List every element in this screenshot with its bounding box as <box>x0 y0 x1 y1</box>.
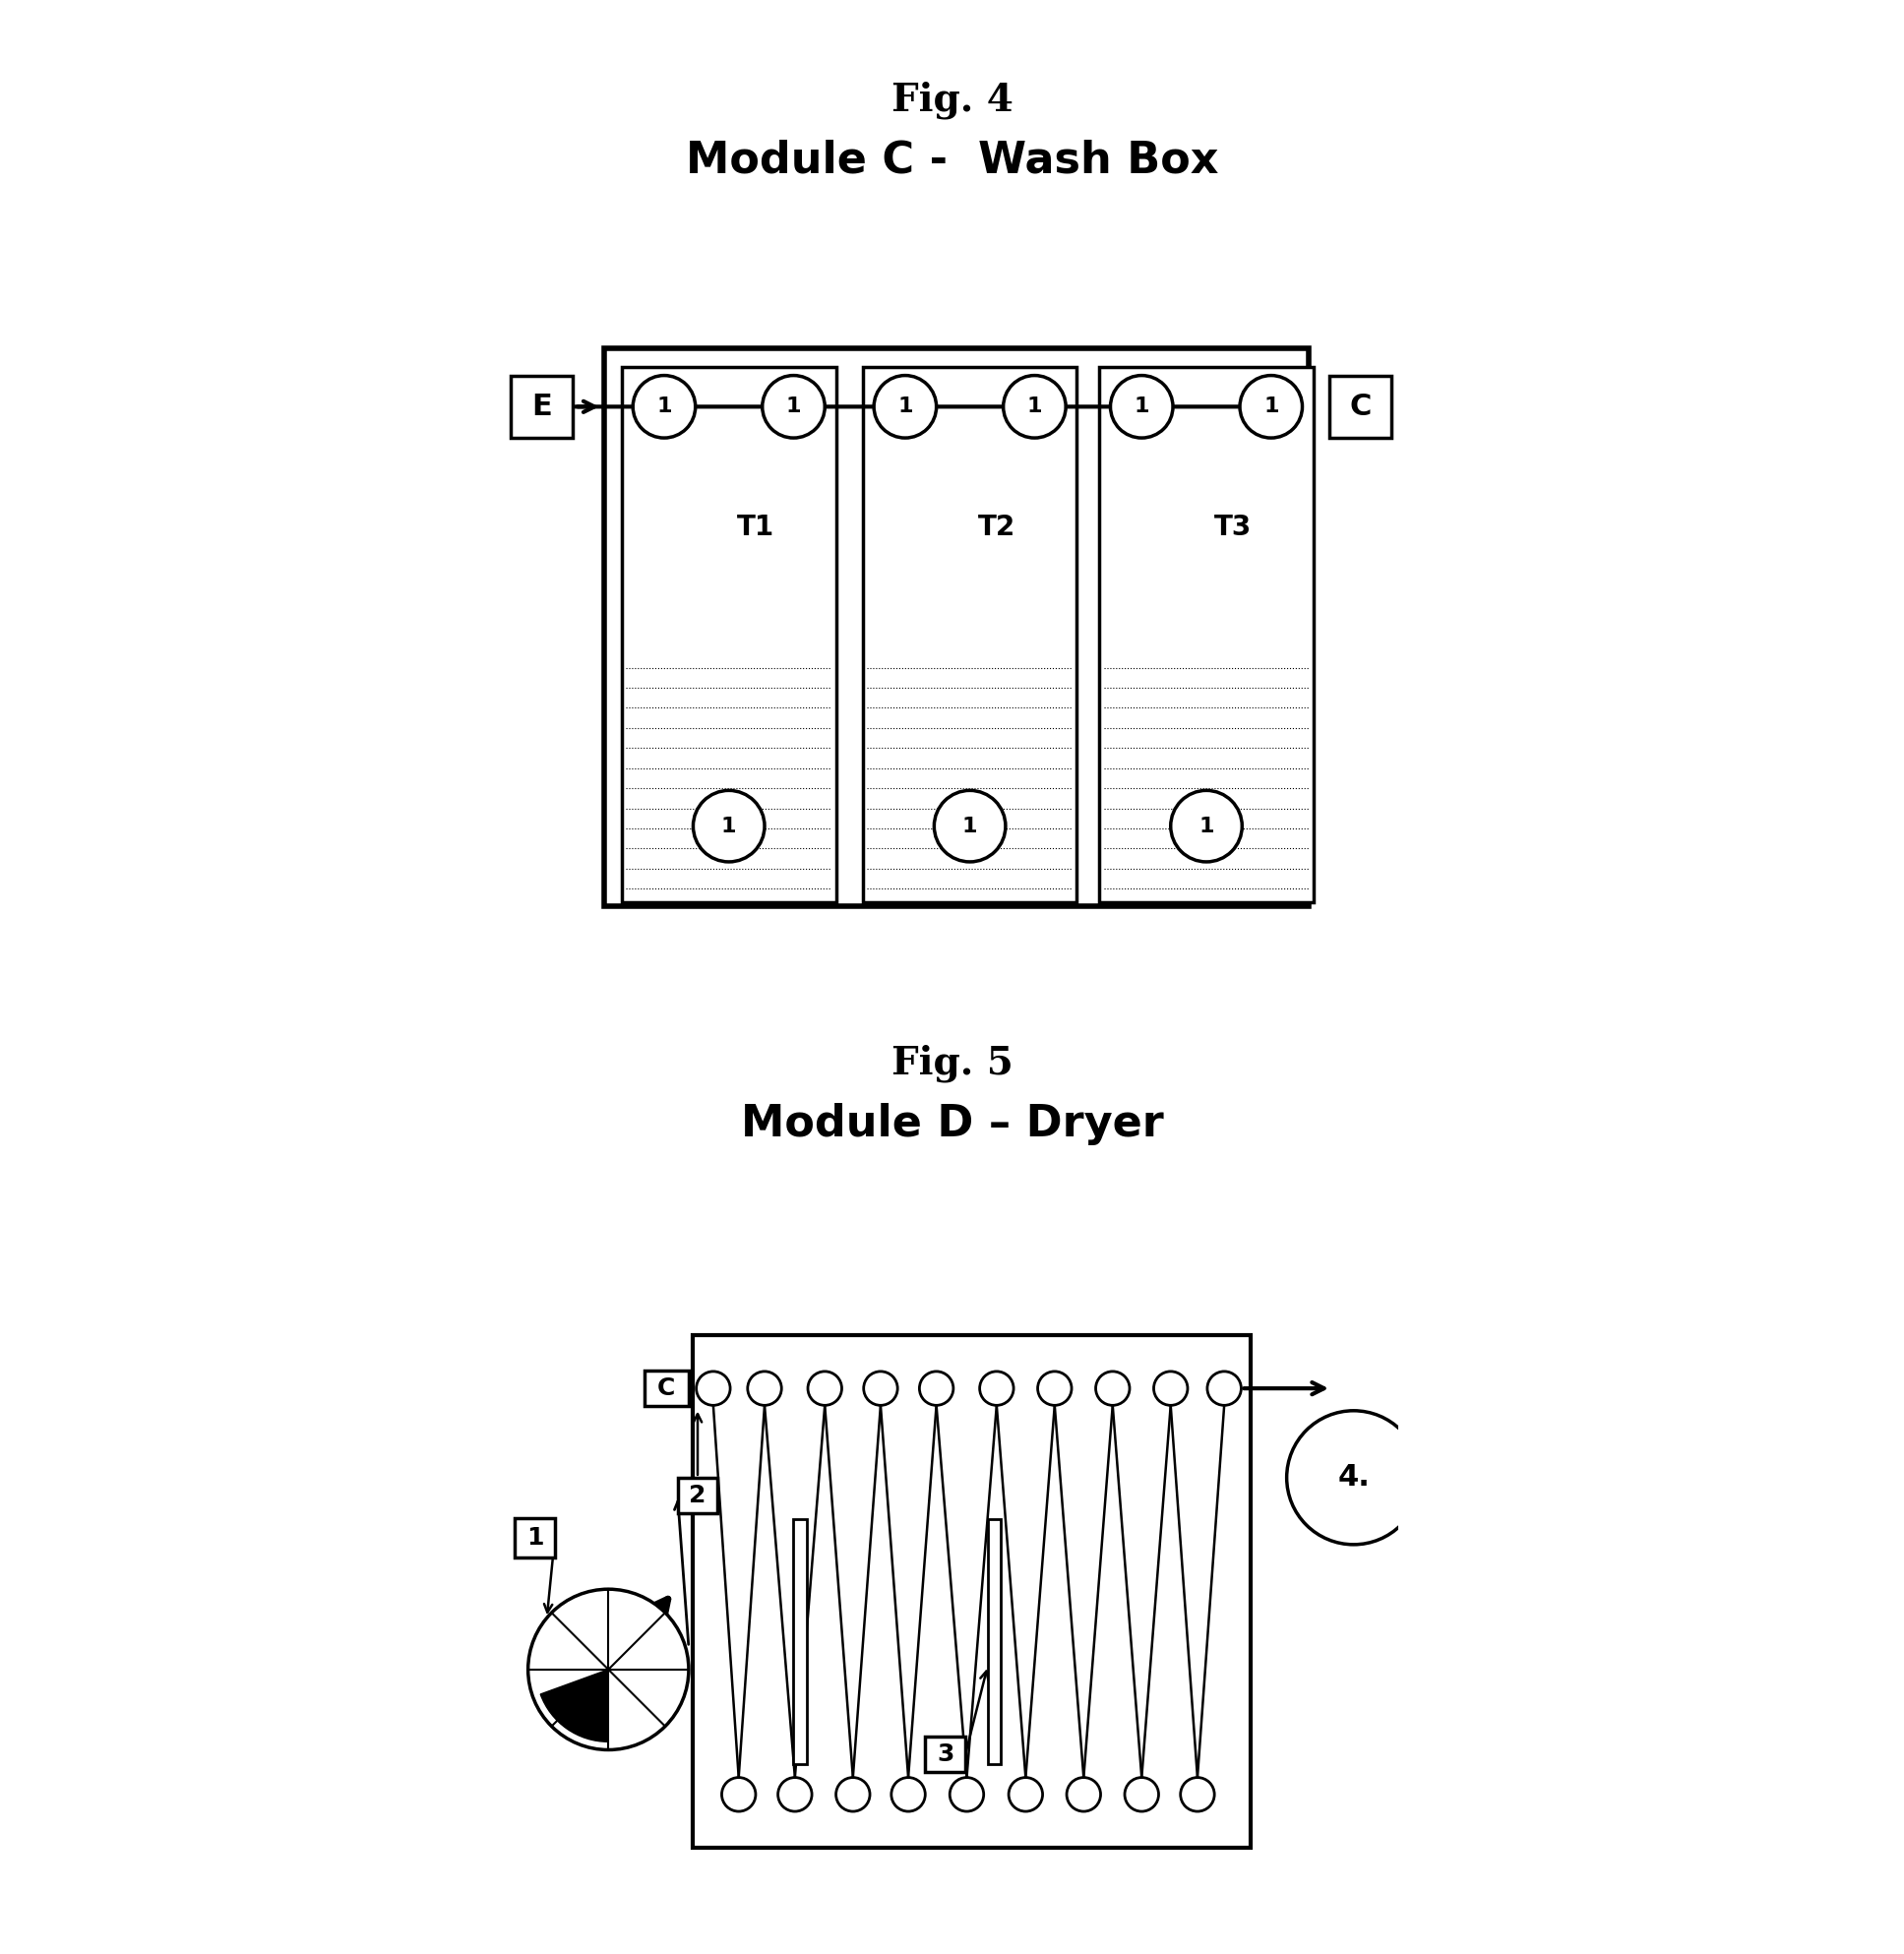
Circle shape <box>527 1589 689 1751</box>
Bar <box>510 375 573 438</box>
Bar <box>1099 367 1314 903</box>
Circle shape <box>722 1778 756 1811</box>
Text: 4.: 4. <box>1337 1464 1369 1493</box>
Text: 1: 1 <box>1200 817 1215 836</box>
Circle shape <box>748 1372 781 1405</box>
Text: T3: T3 <box>1215 514 1253 541</box>
Circle shape <box>920 1372 954 1405</box>
Text: 1: 1 <box>1135 397 1150 416</box>
Bar <box>623 367 836 903</box>
Text: 1: 1 <box>897 397 912 416</box>
Bar <box>678 1477 718 1512</box>
Circle shape <box>632 375 695 438</box>
Text: 3: 3 <box>937 1743 954 1766</box>
Bar <box>988 1518 1002 1764</box>
Circle shape <box>1038 1372 1072 1405</box>
Bar <box>925 1737 965 1772</box>
Circle shape <box>891 1778 925 1811</box>
Circle shape <box>697 1372 731 1405</box>
Circle shape <box>1066 1778 1101 1811</box>
Text: Fig. 5: Fig. 5 <box>891 1045 1013 1083</box>
Text: Module D – Dryer: Module D – Dryer <box>741 1102 1163 1145</box>
Circle shape <box>864 1372 897 1405</box>
Circle shape <box>1095 1372 1129 1405</box>
Circle shape <box>981 1372 1013 1405</box>
Bar <box>644 1370 689 1407</box>
Circle shape <box>779 1778 811 1811</box>
Circle shape <box>1171 791 1241 862</box>
Text: Fig. 4: Fig. 4 <box>891 80 1013 119</box>
Circle shape <box>1287 1411 1420 1544</box>
Circle shape <box>1009 1778 1043 1811</box>
Bar <box>514 1518 554 1557</box>
Circle shape <box>1154 1372 1188 1405</box>
Circle shape <box>950 1778 984 1811</box>
Text: 1: 1 <box>722 817 737 836</box>
Text: 1: 1 <box>1026 397 1041 416</box>
Text: Module C -  Wash Box: Module C - Wash Box <box>685 139 1219 182</box>
Text: 1: 1 <box>657 397 672 416</box>
Text: C: C <box>1350 393 1371 420</box>
Circle shape <box>807 1372 842 1405</box>
Bar <box>1329 375 1392 438</box>
Text: 1: 1 <box>526 1526 543 1550</box>
Text: T2: T2 <box>979 514 1015 541</box>
Circle shape <box>762 375 824 438</box>
Bar <box>693 1335 1251 1848</box>
Circle shape <box>1180 1778 1215 1811</box>
Circle shape <box>693 791 765 862</box>
Text: 1: 1 <box>786 397 802 416</box>
Bar <box>604 348 1310 907</box>
Circle shape <box>1110 375 1173 438</box>
Text: 1: 1 <box>962 817 977 836</box>
Circle shape <box>1003 375 1066 438</box>
Circle shape <box>1125 1778 1160 1811</box>
Circle shape <box>836 1778 870 1811</box>
Text: 2: 2 <box>689 1483 706 1507</box>
Text: T1: T1 <box>737 514 775 541</box>
Wedge shape <box>541 1669 609 1741</box>
Text: 1: 1 <box>1264 397 1279 416</box>
Circle shape <box>935 791 1005 862</box>
Text: C: C <box>657 1376 676 1401</box>
Circle shape <box>874 375 937 438</box>
Circle shape <box>1207 1372 1241 1405</box>
Circle shape <box>1240 375 1302 438</box>
Bar <box>863 367 1078 903</box>
Bar <box>794 1518 807 1764</box>
Text: E: E <box>531 393 552 420</box>
